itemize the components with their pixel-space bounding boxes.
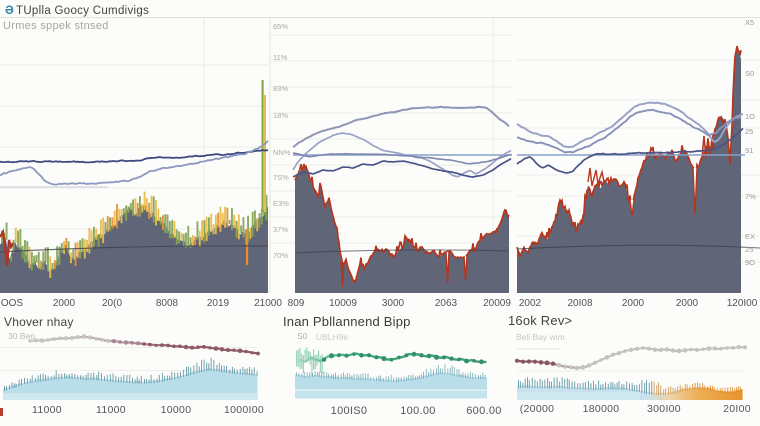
- svg-text:20(0: 20(0: [102, 298, 122, 309]
- svg-text:3000: 3000: [382, 298, 405, 309]
- svg-text:1000I00: 1000I00: [224, 404, 264, 416]
- svg-text:83%: 83%: [273, 84, 288, 93]
- svg-text:65%: 65%: [273, 22, 288, 31]
- svg-text:11%: 11%: [273, 53, 288, 62]
- svg-text:OOS: OOS: [1, 298, 24, 309]
- svg-text:91: 91: [745, 146, 753, 155]
- svg-text:2000: 2000: [622, 298, 645, 309]
- svg-text:20I08: 20I08: [567, 298, 592, 309]
- svg-text:S0: S0: [745, 69, 754, 78]
- svg-text:2000: 2000: [676, 298, 699, 309]
- svg-text:S0: S0: [297, 331, 308, 341]
- svg-text:120I00: 120I00: [727, 298, 758, 309]
- svg-text:UBLH9e: UBLH9e: [316, 332, 348, 342]
- svg-text:30 Beo: 30 Beo: [8, 331, 35, 341]
- svg-text:Beli Bay wim: Beli Bay wim: [516, 332, 565, 342]
- svg-text:20I00: 20I00: [723, 403, 751, 415]
- svg-text:180000: 180000: [583, 403, 620, 415]
- svg-text:37%: 37%: [273, 225, 288, 234]
- svg-text:X5: X5: [745, 18, 754, 27]
- svg-text:10000: 10000: [161, 404, 192, 416]
- svg-text:NN%: NN%: [273, 148, 291, 157]
- svg-text:Ə: Ə: [5, 3, 14, 17]
- svg-text:7S%: 7S%: [273, 173, 289, 182]
- svg-text:11000: 11000: [32, 404, 62, 416]
- svg-text:9O: 9O: [745, 258, 755, 267]
- svg-text:11000: 11000: [96, 404, 126, 416]
- svg-text:100IS0: 100IS0: [331, 405, 368, 417]
- svg-text:809: 809: [288, 298, 305, 309]
- svg-text:1O: 1O: [745, 112, 755, 121]
- svg-text:TUplla Goocy Cumdivigs: TUplla Goocy Cumdivigs: [16, 5, 149, 17]
- svg-text:25: 25: [745, 127, 753, 136]
- svg-text:8008: 8008: [156, 298, 179, 309]
- svg-text:E3%: E3%: [273, 199, 289, 208]
- svg-text:25: 25: [745, 245, 753, 254]
- svg-text:2019: 2019: [207, 298, 230, 309]
- svg-text:2002: 2002: [519, 298, 542, 309]
- svg-text:10009: 10009: [329, 298, 357, 309]
- svg-text:300I00: 300I00: [647, 403, 681, 415]
- svg-text:20009: 20009: [483, 298, 511, 309]
- svg-text:100.00: 100.00: [400, 405, 435, 417]
- svg-text:7%: 7%: [745, 192, 756, 201]
- svg-text:Urmes sppek stnsed: Urmes sppek stnsed: [3, 20, 109, 32]
- svg-text:16ok Rev>: 16ok Rev>: [508, 313, 572, 328]
- svg-text:(20000: (20000: [520, 403, 555, 415]
- svg-text:21000: 21000: [254, 298, 282, 309]
- svg-text:600.00: 600.00: [466, 405, 501, 417]
- svg-text:Vhover nhay: Vhover nhay: [4, 315, 74, 329]
- svg-text:EX: EX: [745, 232, 755, 241]
- svg-text:18%: 18%: [273, 111, 288, 120]
- svg-text:2063: 2063: [435, 298, 458, 309]
- svg-text:2000: 2000: [53, 298, 76, 309]
- svg-text:Inan Pbllannend Bipp: Inan Pbllannend Bipp: [283, 314, 411, 329]
- svg-text:70%: 70%: [273, 251, 288, 260]
